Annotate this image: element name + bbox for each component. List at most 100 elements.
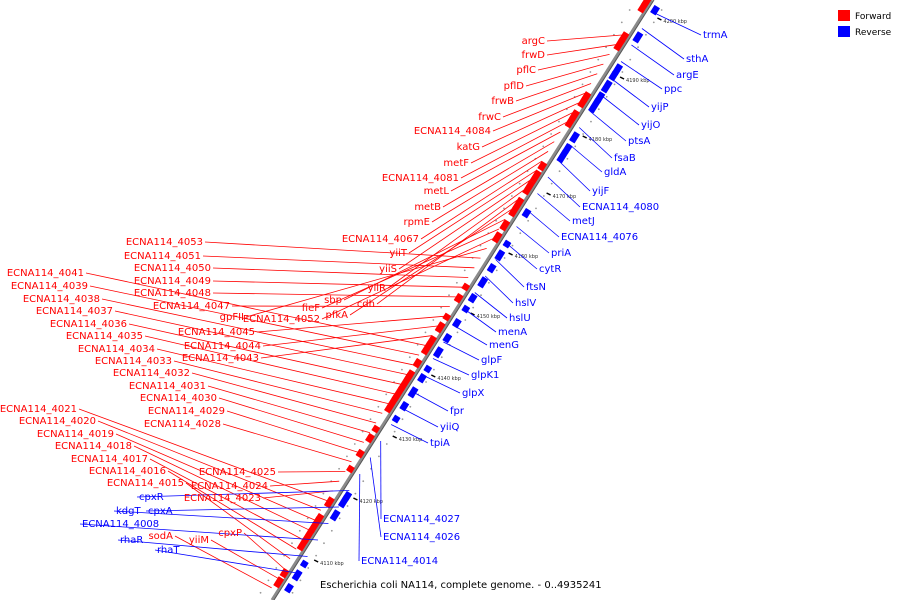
scale-tick-label: 4120 kbp (359, 499, 383, 505)
forward-gene-arrow (355, 448, 365, 459)
reverse-leader-line (390, 424, 429, 444)
forward-gene-label: ECNA114_4037 (36, 306, 113, 317)
reverse-gene-arrow (612, 63, 624, 76)
reverse-gene-label: tpiA (430, 438, 450, 449)
minor-tick-dot (621, 71, 624, 73)
minor-tick-dot (259, 591, 262, 594)
minor-tick-dot (354, 492, 357, 495)
minor-tick-dot (330, 529, 333, 532)
minor-tick-dot (660, 9, 663, 11)
reverse-gene-arrow (299, 559, 309, 569)
forward-gene-arrow (453, 292, 464, 304)
reverse-gene-label: menG (489, 340, 519, 351)
reverse-gene-arrow (600, 79, 613, 94)
reverse-leader-line (526, 209, 560, 238)
reverse-gene-arrow (423, 364, 433, 374)
minor-tick-dot (409, 405, 412, 408)
forward-gene-label: ECNA114_4020 (19, 416, 96, 427)
forward-leader-line (243, 532, 285, 569)
reverse-gene-label: trmA (703, 30, 728, 41)
scale-tick-mark (313, 559, 319, 563)
forward-leader-line (525, 63, 604, 87)
minor-tick-dot (416, 343, 419, 346)
scale-tick-label: 4160 kbp (515, 254, 539, 260)
reverse-gene-label: hslU (509, 313, 531, 324)
minor-tick-dot (362, 480, 365, 483)
minor-tick-dot (433, 368, 435, 371)
minor-tick-dot (629, 58, 632, 61)
scale-tick-label: 4180 kbp (589, 137, 613, 143)
forward-gene-label: ECNA114_4035 (66, 331, 143, 342)
forward-leader-line (174, 535, 272, 589)
reverse-gene-label: ECNA114_4027 (383, 514, 460, 525)
forward-gene-label: ECNA114_4051 (124, 251, 201, 262)
forward-gene-label: ECNA114_4081 (382, 173, 459, 184)
forward-leader-line (408, 170, 537, 254)
reverse-leader-line (568, 143, 603, 173)
reverse-gene-label: yijF (592, 186, 609, 197)
reverse-gene-arrow (451, 317, 462, 329)
forward-leader-line (173, 360, 383, 414)
minor-tick-dot (385, 443, 388, 445)
forward-leader-line (89, 285, 420, 356)
forward-gene-label: cdh (357, 299, 375, 310)
forward-gene-label: ECNA114_4021 (0, 404, 77, 415)
reverse-gene-arrow (650, 4, 661, 16)
minor-tick-dot (361, 430, 364, 433)
reverse-leader-line (495, 259, 525, 288)
minor-tick-dot (346, 505, 349, 507)
forward-gene-label: ECNA114_4030 (140, 393, 217, 404)
forward-gene-label: frwC (478, 112, 501, 123)
reverse-gene-label: cpxA (148, 506, 173, 517)
forward-gene-arrow (434, 321, 446, 334)
reverse-leader-line (145, 506, 339, 512)
reverse-gene-label: ftsN (526, 282, 546, 293)
reverse-gene-arrow (494, 249, 506, 262)
forward-leader-line (191, 372, 377, 424)
reverse-gene-label: cpxR (139, 492, 164, 503)
reverse-leader-line (589, 110, 627, 142)
minor-tick-dot (338, 467, 340, 470)
minor-tick-dot (590, 120, 592, 123)
reverse-gene-arrow (291, 569, 303, 582)
forward-gene-arrow (364, 432, 376, 444)
minor-tick-dot (581, 83, 584, 86)
reverse-gene-arrow (467, 292, 478, 304)
forward-leader-line (470, 112, 573, 164)
minor-tick-dot (408, 356, 411, 359)
reverse-gene-arrow (283, 582, 295, 594)
reverse-gene-label: ECNA114_4080 (582, 202, 659, 213)
forward-genes (273, 0, 652, 589)
forward-gene-arrow (537, 160, 548, 172)
minor-tick-dot (620, 21, 623, 24)
minor-tick-dot (291, 542, 293, 545)
reverse-leader-lines (79, 11, 702, 574)
forward-gene-label: ECNA114_4024 (191, 481, 268, 492)
forward-gene-arrow (442, 312, 452, 322)
forward-gene-label: yiiM (189, 535, 209, 546)
reverse-gene-label: ECNA114_4076 (561, 232, 638, 243)
reverse-gene-arrow (486, 262, 497, 274)
reverse-gene-arrow (399, 400, 410, 412)
forward-gene-arrow (508, 196, 525, 218)
minor-tick-dot (369, 418, 372, 421)
forward-gene-label: pflC (516, 65, 536, 76)
minor-ticks (259, 9, 663, 594)
forward-leader-line (546, 44, 616, 56)
forward-gene-arrow (404, 369, 416, 382)
forward-leader-line (460, 121, 567, 179)
scale-tick-mark (430, 374, 436, 378)
forward-gene-arrow (529, 169, 542, 184)
forward-gene-label: ECNA114_4047 (153, 301, 230, 312)
forward-gene-label: ECNA114_4018 (55, 441, 132, 452)
forward-leader-line (212, 267, 469, 278)
reverse-leader-line (652, 11, 702, 36)
forward-leader-line (537, 54, 610, 71)
minor-tick-dot (267, 579, 270, 582)
forward-gene-label: ECNA114_4019 (37, 429, 114, 440)
minor-tick-dot (315, 554, 318, 557)
forward-leader-line (245, 248, 487, 318)
minor-tick-dot (393, 430, 396, 433)
scale-tick-label: 4110 kbp (320, 561, 344, 567)
